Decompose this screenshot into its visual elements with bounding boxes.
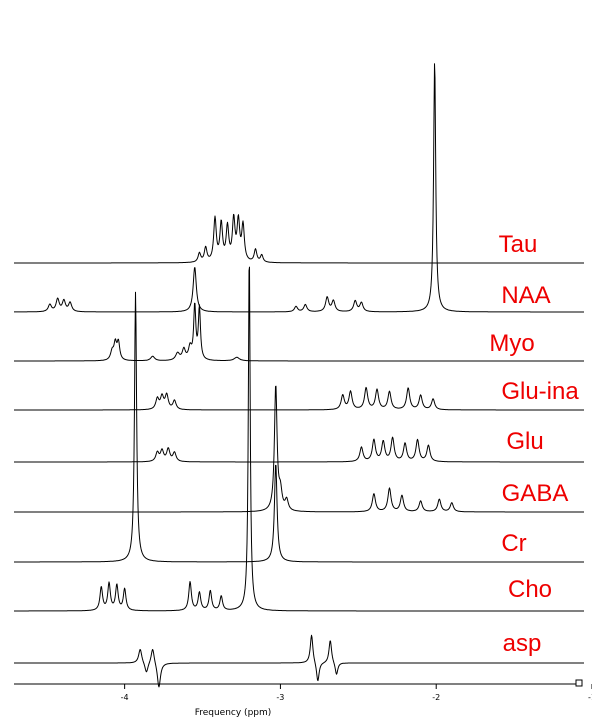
series-label-cr: Cr — [501, 530, 526, 557]
trace-glu — [14, 436, 584, 463]
axis-end-marker — [575, 679, 583, 687]
series-label-myo: Myo — [489, 330, 534, 357]
trace-naa — [14, 63, 584, 313]
x-tick-label: -4 — [121, 693, 129, 702]
x-axis: -4 -3 -2 -1 Frequency (ppm) — [14, 679, 592, 718]
trace-asp — [14, 634, 584, 688]
trace-cho — [14, 266, 584, 612]
x-tick-label: -1 — [588, 693, 592, 702]
series-label-cho: Cho — [508, 576, 552, 603]
x-tick-label: -3 — [276, 693, 284, 702]
x-tick-label: -2 — [432, 693, 440, 702]
trace-cr — [14, 291, 584, 563]
trace-glu-ina — [14, 386, 584, 411]
x-axis-title: Frequency (ppm) — [195, 708, 272, 718]
series-label-glu: Glu — [506, 428, 543, 455]
x-ticks: -4 -3 -2 -1 — [121, 684, 592, 702]
spectra-traces — [14, 63, 584, 688]
series-label-glu-ina: Glu-ina — [501, 378, 579, 405]
series-label-asp: asp — [503, 630, 542, 657]
series-labels: Tau NAA Myo Glu-ina Glu GABA Cr Cho asp — [489, 231, 579, 657]
series-label-naa: NAA — [501, 282, 550, 309]
trace-tau — [14, 213, 584, 264]
trace-gaba — [14, 385, 584, 513]
series-label-gaba: GABA — [502, 480, 569, 507]
series-label-tau: Tau — [499, 231, 538, 258]
trace-myo — [14, 302, 584, 362]
